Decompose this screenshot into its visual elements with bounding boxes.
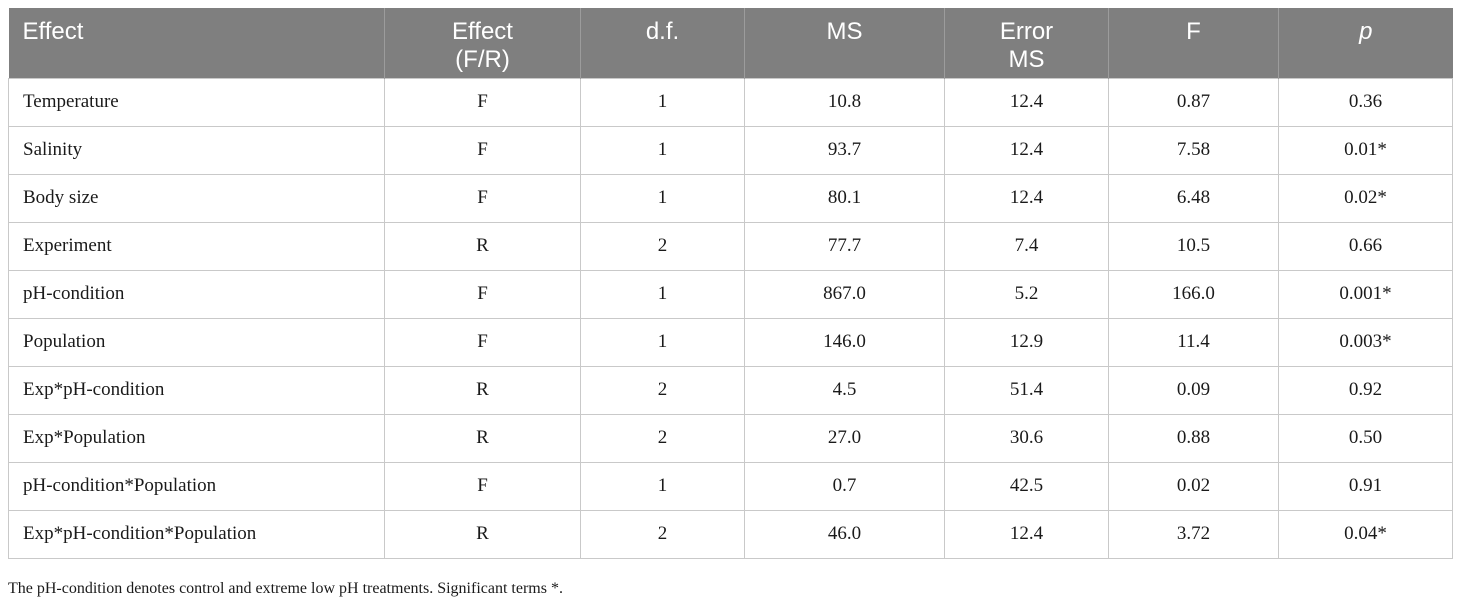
header-f: F <box>1108 8 1279 78</box>
cell-effect-type: F <box>384 173 581 223</box>
cell-effect-type: R <box>384 365 581 415</box>
cell-df: 1 <box>580 125 745 175</box>
cell-effect: Temperature <box>8 77 385 127</box>
table-row: Salinity F 1 93.7 12.4 7.58 0.01* <box>8 125 1453 175</box>
cell-error-ms: 12.4 <box>944 77 1109 127</box>
cell-ms: 46.0 <box>744 509 945 559</box>
cell-effect: Salinity <box>8 125 385 175</box>
cell-f: 7.58 <box>1108 125 1279 175</box>
table-footnote: The pH-condition denotes control and ext… <box>8 580 563 597</box>
header-ms: MS <box>744 8 945 78</box>
cell-f: 0.02 <box>1108 461 1279 511</box>
cell-f: 10.5 <box>1108 221 1279 271</box>
cell-ms: 867.0 <box>744 269 945 319</box>
cell-p: 0.001* <box>1278 269 1453 319</box>
cell-p: 0.50 <box>1278 413 1453 463</box>
cell-effect: Body size <box>8 173 385 223</box>
cell-p: 0.92 <box>1278 365 1453 415</box>
cell-effect-type: F <box>384 461 581 511</box>
cell-effect: Exp*pH-condition <box>8 365 385 415</box>
table-row: Population F 1 146.0 12.9 11.4 0.003* <box>8 317 1453 367</box>
cell-effect-type: R <box>384 221 581 271</box>
cell-p: 0.36 <box>1278 77 1453 127</box>
cell-f: 0.87 <box>1108 77 1279 127</box>
cell-p: 0.91 <box>1278 461 1453 511</box>
cell-effect-type: F <box>384 77 581 127</box>
cell-effect-type: R <box>384 509 581 559</box>
table-row: pH-condition F 1 867.0 5.2 166.0 0.001* <box>8 269 1453 319</box>
cell-f: 11.4 <box>1108 317 1279 367</box>
cell-f: 6.48 <box>1108 173 1279 223</box>
table-row: Experiment R 2 77.7 7.4 10.5 0.66 <box>8 221 1453 271</box>
cell-df: 2 <box>580 509 745 559</box>
cell-f: 0.09 <box>1108 365 1279 415</box>
cell-error-ms: 12.4 <box>944 173 1109 223</box>
cell-effect-type: R <box>384 413 581 463</box>
cell-error-ms: 5.2 <box>944 269 1109 319</box>
cell-error-ms: 12.9 <box>944 317 1109 367</box>
cell-effect-type: F <box>384 317 581 367</box>
cell-df: 1 <box>580 461 745 511</box>
cell-ms: 10.8 <box>744 77 945 127</box>
cell-p: 0.01* <box>1278 125 1453 175</box>
cell-effect: Experiment <box>8 221 385 271</box>
cell-effect-type: F <box>384 269 581 319</box>
cell-effect: Exp*Population <box>8 413 385 463</box>
cell-f: 166.0 <box>1108 269 1279 319</box>
header-effect-type: Effect (F/R) <box>384 8 581 78</box>
table-row: Body size F 1 80.1 12.4 6.48 0.02* <box>8 173 1453 223</box>
cell-effect-type: F <box>384 125 581 175</box>
cell-ms: 77.7 <box>744 221 945 271</box>
cell-error-ms: 30.6 <box>944 413 1109 463</box>
cell-p: 0.02* <box>1278 173 1453 223</box>
header-effect: Effect <box>8 8 385 78</box>
cell-df: 1 <box>580 173 745 223</box>
cell-effect: Exp*pH-condition*Population <box>8 509 385 559</box>
cell-df: 1 <box>580 317 745 367</box>
cell-error-ms: 42.5 <box>944 461 1109 511</box>
cell-p: 0.66 <box>1278 221 1453 271</box>
cell-df: 1 <box>580 269 745 319</box>
cell-ms: 4.5 <box>744 365 945 415</box>
cell-error-ms: 51.4 <box>944 365 1109 415</box>
cell-ms: 93.7 <box>744 125 945 175</box>
table-body: Temperature F 1 10.8 12.4 0.87 0.36 Salinity F 1 9… <box>8 77 1453 559</box>
cell-error-ms: 12.4 <box>944 509 1109 559</box>
cell-error-ms: 12.4 <box>944 125 1109 175</box>
cell-ms: 146.0 <box>744 317 945 367</box>
cell-df: 2 <box>580 221 745 271</box>
header-df: d.f. <box>580 8 745 78</box>
cell-ms: 80.1 <box>744 173 945 223</box>
table-row: Temperature F 1 10.8 12.4 0.87 0.36 <box>8 77 1453 127</box>
cell-error-ms: 7.4 <box>944 221 1109 271</box>
table-row: Exp*Population R 2 27.0 30.6 0.88 0.50 <box>8 413 1453 463</box>
cell-f: 0.88 <box>1108 413 1279 463</box>
cell-effect: pH-condition*Population <box>8 461 385 511</box>
cell-f: 3.72 <box>1108 509 1279 559</box>
cell-df: 2 <box>580 413 745 463</box>
cell-df: 1 <box>580 77 745 127</box>
table-row: pH-condition*Population F 1 0.7 42.5 0.02 0.91 <box>8 461 1453 511</box>
header-p: p <box>1278 8 1453 78</box>
table-row: Exp*pH-condition*Population R 2 46.0 12.4 3.7… <box>8 509 1453 559</box>
cell-p: 0.04* <box>1278 509 1453 559</box>
cell-effect: pH-condition <box>8 269 385 319</box>
cell-ms: 27.0 <box>744 413 945 463</box>
table-row: Exp*pH-condition R 2 4.5 51.4 0.09 0.92 <box>8 365 1453 415</box>
cell-df: 2 <box>580 365 745 415</box>
cell-effect: Population <box>8 317 385 367</box>
cell-ms: 0.7 <box>744 461 945 511</box>
cell-p: 0.003* <box>1278 317 1453 367</box>
header-error-ms: Error MS <box>944 8 1109 78</box>
